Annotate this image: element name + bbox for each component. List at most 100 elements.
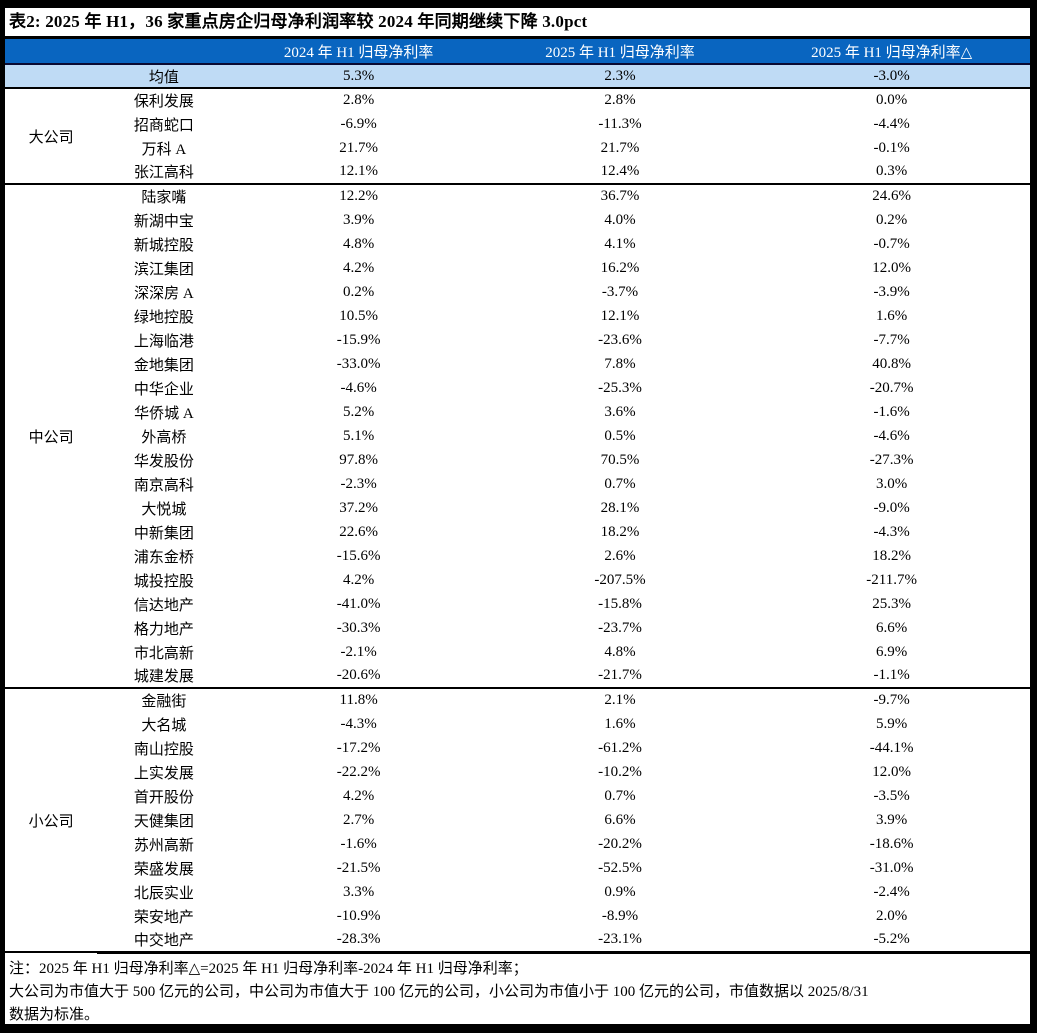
value-2025-h1: 36.7% — [600, 188, 640, 204]
value-delta: -5.2% — [753, 928, 1030, 954]
value-2025-h1: -25.3% — [598, 379, 642, 396]
value-2024-h1: -28.3% — [230, 928, 487, 954]
company-row: 北辰实业 3.3% 0.9% -2.4% — [5, 880, 1030, 904]
value-delta: 0.3% — [753, 160, 1030, 185]
company-name: 中华企业 — [133, 381, 194, 398]
value-2025-h1: 0.7% — [604, 475, 636, 492]
value-2024-h1: 22.6% — [339, 523, 378, 540]
value-delta: -0.7% — [873, 235, 910, 252]
value-2024-h1: -4.3% — [340, 715, 377, 732]
company-name: 南京高科 — [133, 477, 194, 494]
value-delta: 0.2% — [876, 211, 908, 228]
value-2025-h1: -207.5% — [594, 571, 646, 588]
value-2025-h1: -15.8% — [598, 595, 642, 612]
company-name: 浦东金桥 — [133, 549, 194, 566]
company-name: 大名城 — [141, 717, 187, 734]
company-row: 上海临港 -15.9% -23.6% -7.7% — [5, 328, 1030, 352]
header-2025-h1-margin: 2025 年 H1 归母净利率 — [486, 39, 754, 65]
value-delta: -1.6% — [873, 403, 910, 420]
value-2025-h1: -21.7% — [486, 664, 754, 689]
group-label: 小公司 — [5, 688, 98, 953]
value-2024-h1: 3.3% — [343, 883, 375, 900]
value-2025-h1: 4.8% — [604, 643, 636, 660]
company-name: 新城控股 — [133, 237, 194, 254]
table-body: 均值 5.3% 2.3% -3.0% 大公司 保利发展 2.8% 2.8% 0.0% 招商… — [5, 64, 1030, 954]
note-grouping-criteria-cont: 数据为标准。 — [9, 1006, 100, 1023]
value-2025-h1: 70.5% — [600, 451, 640, 468]
header-2024-h1-margin: 2024 年 H1 归母净利率 — [230, 39, 487, 65]
company-name: 信达地产 — [133, 597, 194, 614]
note-grouping-criteria: 大公司为市值大于 500 亿元的公司，中公司为市值大于 100 亿元的公司，小公… — [9, 983, 869, 1000]
value-2025-h1: 21.7% — [600, 139, 640, 156]
value-2024-h1: 21.7% — [339, 139, 378, 156]
company-row: 华发股份 97.8% 70.5% -27.3% — [5, 448, 1030, 472]
value-2025-h1: 28.1% — [600, 499, 640, 516]
company-row: 小公司 金融街 11.8% 2.1% -9.7% — [5, 688, 1030, 953]
value-2024-h1: 10.5% — [339, 307, 378, 324]
company-row: 深深房 A 0.2% -3.7% -3.9% — [5, 280, 1030, 304]
value-delta: -20.7% — [869, 379, 914, 396]
company-row: 万科 A 21.7% 21.7% -0.1% — [5, 136, 1030, 160]
mean-spacer-cell — [5, 64, 98, 89]
value-delta: -4.6% — [873, 427, 910, 444]
table-header: 2024 年 H1 归母净利率 2025 年 H1 归母净利率 2025 年 H… — [5, 39, 1030, 65]
company-name: 荣盛发展 — [133, 861, 194, 878]
company-row: 中交地产 -28.3% -23.1% -5.2% — [5, 928, 1030, 954]
table-title: 表2: 2025 年 H1，36 家重点房企归母净利润率较 2024 年同期继续… — [5, 8, 1030, 39]
company-row: 荣安地产 -10.9% -8.9% 2.0% — [5, 904, 1030, 928]
value-2024-h1: -33.0% — [336, 355, 381, 372]
value-delta: -31.0% — [869, 859, 914, 876]
value-delta: -18.6% — [869, 835, 914, 852]
company-row: 浦东金桥 -15.6% 2.6% 18.2% — [5, 544, 1030, 568]
company-row: 市北高新 -2.1% 4.8% 6.9% — [5, 640, 1030, 664]
value-2025-h1: 18.2% — [600, 523, 640, 540]
value-2025-h1: 3.6% — [604, 403, 636, 420]
value-2024-h1: -6.9% — [340, 115, 377, 132]
company-row: 绿地控股 10.5% 12.1% 1.6% — [5, 304, 1030, 328]
value-2025-h1: 0.7% — [604, 787, 636, 804]
value-2025-h1: 2.6% — [604, 547, 636, 564]
company-name: 南山控股 — [133, 741, 194, 758]
value-2024-h1: 4.2% — [343, 787, 375, 804]
value-2025-h1: 6.6% — [604, 811, 636, 828]
value-2024-h1: -20.6% — [230, 664, 487, 689]
company-row: 新城控股 4.8% 4.1% -0.7% — [5, 232, 1030, 256]
header-spacer-cell — [5, 39, 231, 65]
value-2025-h1: 12.4% — [486, 160, 754, 185]
value-2024-h1: -41.0% — [336, 595, 381, 612]
value-2024-h1: -2.3% — [340, 475, 377, 492]
company-row: 中华企业 -4.6% -25.3% -20.7% — [5, 376, 1030, 400]
value-delta: 12.0% — [872, 259, 911, 276]
value-delta: 18.2% — [872, 547, 911, 564]
company-name: 城建发展 — [97, 664, 231, 689]
value-2024-h1: -10.9% — [336, 907, 381, 924]
company-name: 华侨城 A — [134, 405, 194, 422]
value-2024-h1: -1.6% — [340, 835, 377, 852]
report-table-page: 表2: 2025 年 H1，36 家重点房企归母净利润率较 2024 年同期继续… — [5, 8, 1030, 1024]
value-2025-h1: 7.8% — [604, 355, 636, 372]
company-name: 北辰实业 — [133, 885, 194, 902]
mean-label: 均值 — [97, 64, 231, 89]
company-name: 上海临港 — [133, 333, 194, 350]
value-2024-h1: 12.2% — [339, 188, 378, 204]
value-2024-h1: -30.3% — [336, 619, 381, 636]
company-name: 外高桥 — [141, 429, 187, 446]
value-2025-h1: -23.1% — [486, 928, 754, 954]
value-2025-h1: -61.2% — [598, 739, 642, 756]
value-2025-h1: 2.8% — [604, 92, 636, 108]
company-row: 中公司 陆家嘴 12.2% 36.7% 24.6% — [5, 184, 1030, 689]
value-delta: -44.1% — [869, 739, 914, 756]
value-2024-h1: 11.8% — [339, 692, 378, 708]
company-row: 新湖中宝 3.9% 4.0% 0.2% — [5, 208, 1030, 232]
company-row: 城投控股 4.2% -207.5% -211.7% — [5, 568, 1030, 592]
company-name: 上实发展 — [133, 765, 194, 782]
value-2025-h1: -23.6% — [598, 331, 642, 348]
header-2025-h1-margin-delta: 2025 年 H1 归母净利率△ — [753, 39, 1030, 65]
value-delta: -9.7% — [873, 692, 910, 708]
value-2025-h1: 0.5% — [604, 427, 636, 444]
value-2025-h1: 1.6% — [604, 715, 636, 732]
company-name: 格力地产 — [133, 621, 194, 638]
value-2025-h1: 0.9% — [604, 883, 636, 900]
value-2024-h1: -15.6% — [336, 547, 381, 564]
company-row: 大公司 保利发展 2.8% 2.8% 0.0% — [5, 88, 1030, 185]
